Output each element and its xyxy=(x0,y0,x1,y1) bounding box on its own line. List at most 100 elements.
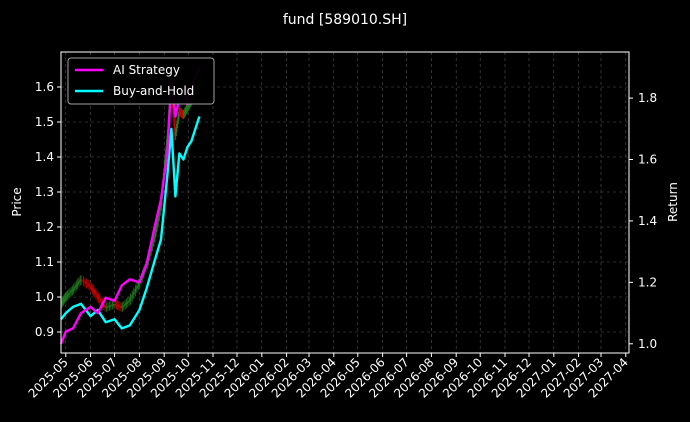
y-right-tick-label: 1.8 xyxy=(638,91,657,105)
price-candle-body xyxy=(67,293,70,295)
price-candle-body xyxy=(175,127,178,132)
price-candle-body xyxy=(184,110,187,112)
price-candle-body xyxy=(185,109,188,111)
price-candle-body xyxy=(180,113,183,115)
legend-label-buy-and-hold: Buy-and-Hold xyxy=(113,84,194,98)
price-candle-body xyxy=(120,306,123,308)
price-candle-body xyxy=(179,112,182,114)
price-candle-body xyxy=(97,297,100,299)
price-candle-body xyxy=(69,292,71,294)
price-candle-body xyxy=(188,104,190,106)
price-candle-body xyxy=(87,284,90,286)
price-candle-body xyxy=(96,295,99,297)
price-candle-body xyxy=(115,304,118,306)
price-candle-body xyxy=(116,305,119,307)
price-candle-body xyxy=(180,112,182,114)
price-candle-body xyxy=(79,279,82,282)
price-candle-body xyxy=(93,291,96,294)
price-candle-body xyxy=(156,221,159,227)
price-candle-body xyxy=(129,297,132,301)
y-left-tick-label: 1.6 xyxy=(35,80,54,94)
price-candle-body xyxy=(85,283,88,285)
price-candle-body xyxy=(102,304,105,306)
price-candle-body xyxy=(151,242,154,247)
plot-frame xyxy=(60,51,630,354)
y-axis-left-title: Price xyxy=(10,187,24,216)
price-candle-body xyxy=(173,117,176,127)
y-left-tick-label: 1.5 xyxy=(35,115,54,129)
price-candle-body xyxy=(153,237,155,243)
y-right-tick-label: 1.2 xyxy=(638,275,657,289)
price-candle-body xyxy=(78,281,80,283)
price-candle-body xyxy=(114,304,117,305)
price-candle-body xyxy=(111,304,114,306)
y-left-tick-label: 0.9 xyxy=(35,325,54,339)
price-candle-body xyxy=(64,297,67,299)
y-left-tick-label: 1.0 xyxy=(35,290,54,304)
price-candle-body xyxy=(174,131,177,136)
price-candle-body xyxy=(159,206,162,212)
price-candle-body xyxy=(184,111,186,113)
price-candle-body xyxy=(132,291,135,295)
price-candle-body xyxy=(176,123,178,128)
price-candle-body xyxy=(187,105,190,107)
price-candle-body xyxy=(104,305,107,308)
price-candle-body xyxy=(181,113,184,115)
price-candle-body xyxy=(75,284,78,287)
y-right-tick-label: 1.0 xyxy=(638,337,657,351)
price-candle-body xyxy=(121,306,124,308)
price-candle-body xyxy=(182,113,185,115)
price-candle-body xyxy=(105,306,108,308)
y-right-tick-label: 1.6 xyxy=(638,153,657,167)
y-axis-left: 0.9 1.0 1.1 1.2 1.3 1.4 1.5 1.6 xyxy=(35,80,61,339)
price-candle-body xyxy=(66,294,69,296)
price-candle-body xyxy=(122,305,125,307)
y-axis-right: 1.0 1.2 1.4 1.6 1.8 xyxy=(629,91,657,351)
price-candle-body xyxy=(178,111,180,116)
price-candle-body xyxy=(128,300,131,302)
price-candle-body xyxy=(110,305,112,307)
price-candle-body xyxy=(90,286,93,289)
price-candle-body xyxy=(80,279,83,281)
price-candle-body xyxy=(71,290,74,292)
buy-and-hold-line xyxy=(60,116,201,330)
price-candle-body xyxy=(84,281,86,283)
price-candle-body xyxy=(154,232,157,238)
price-candle-body xyxy=(134,288,137,292)
price-candle-body xyxy=(164,150,167,162)
price-candle-body xyxy=(125,302,128,304)
price-candle-body xyxy=(62,299,65,301)
price-candle-body xyxy=(172,108,175,118)
y-right-tick-label: 1.4 xyxy=(638,214,657,228)
price-candle-body xyxy=(131,294,134,298)
price-candle-body xyxy=(82,280,85,282)
price-candle-body xyxy=(76,283,79,285)
price-candle-body xyxy=(126,301,129,303)
price-candle-body xyxy=(100,300,103,303)
legend-box xyxy=(67,57,215,105)
price-candle-body xyxy=(183,112,186,114)
price-candle-body xyxy=(178,111,181,113)
price-candle-body xyxy=(63,298,66,300)
price-candle-body xyxy=(98,298,101,301)
y-left-tick-label: 1.2 xyxy=(35,220,54,234)
price-candle-body xyxy=(95,293,97,296)
price-candle-body xyxy=(88,285,91,287)
price-candle-body xyxy=(119,306,121,308)
price-candle-body xyxy=(176,119,179,124)
price-candle-body xyxy=(158,211,161,217)
price-candle-body xyxy=(124,304,127,306)
price-candle-body xyxy=(65,295,68,297)
y-left-tick-label: 1.1 xyxy=(35,255,54,269)
price-candle-body xyxy=(137,283,140,286)
y-left-tick-label: 1.3 xyxy=(35,185,54,199)
price-candle-body xyxy=(92,290,95,292)
price-candle-body xyxy=(108,305,111,307)
price-candle-body xyxy=(72,288,75,290)
price-candle-body xyxy=(61,301,64,303)
price-candle-body xyxy=(136,285,138,289)
y-left-tick-label: 1.4 xyxy=(35,150,54,164)
legend: AI Strategy Buy-and-Hold xyxy=(67,57,215,105)
y-axis-right-title: Return xyxy=(666,182,680,222)
